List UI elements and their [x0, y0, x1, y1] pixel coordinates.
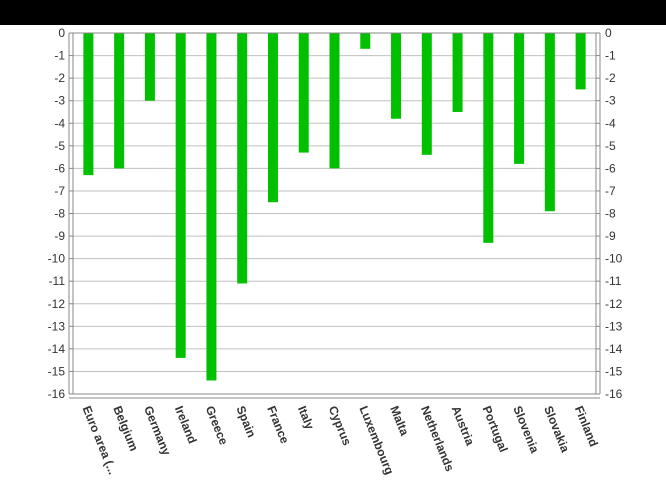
y-tick-label-right: 0: [605, 26, 612, 40]
y-tick-label-right: -10: [605, 252, 623, 266]
x-category-label: Ireland: [172, 404, 200, 446]
bar: [421, 33, 432, 155]
bar: [206, 33, 217, 381]
y-tick-label-left: 0: [58, 26, 65, 40]
bar: [114, 33, 125, 169]
x-category-label: France: [264, 404, 292, 446]
y-tick-label-left: -13: [48, 319, 66, 333]
y-tick-label-right: -13: [605, 319, 623, 333]
y-tick-label-right: -9: [605, 229, 616, 243]
bar-chart: 0 0 -1 -1 -2 -2 -3 -3 -4 -4 -5 -5 -6 -6 -7 -7 -8 -8 -9 -9 -1…: [48, 26, 623, 477]
plot-frame: [72, 32, 597, 395]
bar: [83, 33, 94, 176]
y-tick-label-left: -12: [48, 297, 66, 311]
bar: [452, 33, 463, 112]
y-tick-label-right: -8: [605, 207, 616, 221]
y-tick-label-right: -16: [605, 387, 623, 401]
y-tick-label-right: -2: [605, 71, 616, 85]
bar: [391, 33, 402, 119]
bar: [267, 33, 278, 203]
x-category-label: Slovenia: [510, 404, 542, 455]
y-tick-label-left: -3: [54, 94, 65, 108]
x-category-label: Italy: [295, 404, 317, 432]
x-category-label: Austria: [449, 404, 478, 448]
y-tick-label-left: -16: [48, 387, 66, 401]
bar: [575, 33, 586, 90]
y-tick-label-right: -11: [605, 274, 622, 288]
y-tick-label-left: -15: [48, 364, 66, 378]
y-tick-label-left: -14: [48, 342, 66, 356]
x-category-label: Portugal: [480, 404, 511, 454]
bar: [144, 33, 155, 101]
y-tick-label-left: -2: [54, 71, 65, 85]
y-tick-label-left: -11: [49, 274, 66, 288]
x-category-label: Belgium: [110, 404, 141, 453]
x-category-label: Slovakia: [541, 404, 572, 455]
bar: [514, 33, 525, 164]
y-tick-label-right: -14: [605, 342, 623, 356]
x-category-label: Cyprus: [326, 404, 355, 448]
y-tick-label-left: -10: [48, 252, 66, 266]
y-tick-label-right: -6: [605, 161, 616, 175]
x-category-label: Greece: [203, 404, 231, 447]
bar: [175, 33, 186, 358]
bar: [483, 33, 494, 243]
bar: [329, 33, 340, 169]
y-tick-label-right: -12: [605, 297, 623, 311]
y-tick-label-right: -1: [605, 49, 616, 63]
y-tick-label-right: -3: [605, 94, 616, 108]
y-tick-label-left: -6: [54, 161, 65, 175]
bar: [237, 33, 248, 284]
y-tick-label-left: -1: [54, 49, 65, 63]
y-tick-label-right: -5: [605, 139, 616, 153]
y-tick-label-left: -7: [54, 184, 65, 198]
bar: [544, 33, 555, 212]
chart-panel: 0 0 -1 -1 -2 -2 -3 -3 -4 -4 -5 -5 -6 -6 -7 -7 -8 -8 -9 -9 -1…: [0, 25, 666, 480]
y-tick-label-left: -8: [54, 207, 65, 221]
x-category-label: Germany: [141, 404, 174, 458]
bar: [360, 33, 371, 49]
y-tick-label-left: -4: [54, 116, 65, 130]
bar: [298, 33, 309, 153]
y-tick-label-right: -15: [605, 364, 623, 378]
axes: [68, 32, 601, 399]
x-category-label: Malta: [387, 404, 412, 438]
x-category-label: Finland: [572, 404, 601, 449]
x-category-label: Spain: [233, 404, 258, 440]
bars: [83, 33, 586, 381]
y-tick-label-right: -4: [605, 116, 616, 130]
y-tick-label-left: -5: [54, 139, 65, 153]
y-tick-label-left: -9: [54, 229, 65, 243]
y-tick-label-right: -7: [605, 184, 616, 198]
